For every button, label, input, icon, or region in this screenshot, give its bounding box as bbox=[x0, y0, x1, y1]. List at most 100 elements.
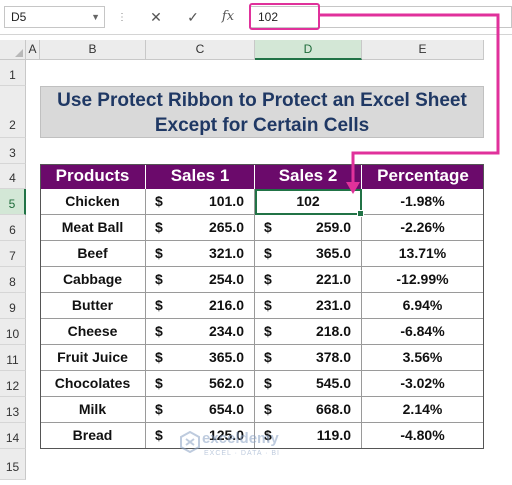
watermark: exceldemy EXCEL · DATA · BI bbox=[178, 428, 338, 468]
row-header-8[interactable]: 8 bbox=[0, 267, 26, 293]
cell-percentage[interactable]: -6.84% bbox=[362, 319, 484, 345]
cell-product[interactable]: Cheese bbox=[40, 319, 146, 345]
currency-symbol: $ bbox=[264, 427, 272, 443]
row-header-9[interactable]: 9 bbox=[0, 293, 26, 319]
row-header-14[interactable]: 14 bbox=[0, 423, 26, 449]
cell-sales1[interactable]: $216.0 bbox=[146, 293, 255, 319]
cell-sales2[interactable]: $259.0 bbox=[255, 215, 362, 241]
header-percentage[interactable]: Percentage bbox=[362, 164, 484, 189]
row-header-5[interactable]: 5 bbox=[0, 189, 26, 215]
chevron-down-icon[interactable]: ▼ bbox=[91, 12, 100, 22]
sales1-value: 254.0 bbox=[208, 271, 244, 287]
cell-sales1[interactable]: $365.0 bbox=[146, 345, 255, 371]
currency-symbol: $ bbox=[155, 427, 163, 443]
currency-symbol: $ bbox=[155, 323, 163, 339]
row-header-3[interactable]: 3 bbox=[0, 138, 26, 164]
row-header-1[interactable]: 1 bbox=[0, 60, 26, 86]
more-options-icon: ⋮ bbox=[117, 12, 127, 23]
insert-function-icon[interactable]: fx bbox=[221, 9, 235, 24]
sales2-value: 545.0 bbox=[315, 375, 351, 391]
cell-percentage[interactable]: -3.02% bbox=[362, 371, 484, 397]
cell-percentage[interactable]: 13.71% bbox=[362, 241, 484, 267]
enter-icon[interactable]: ✓ bbox=[187, 9, 199, 25]
sales2-value: 231.0 bbox=[315, 297, 351, 313]
row-header-11[interactable]: 11 bbox=[0, 345, 26, 371]
select-all-button[interactable] bbox=[0, 40, 26, 60]
row-header-15[interactable]: 15 bbox=[0, 449, 26, 480]
currency-symbol: $ bbox=[264, 245, 272, 261]
currency-symbol: $ bbox=[155, 349, 163, 365]
column-header-e[interactable]: E bbox=[362, 40, 484, 60]
currency-symbol: $ bbox=[155, 271, 163, 287]
sales1-value: 125.0 bbox=[208, 427, 244, 443]
sales1-value: 562.0 bbox=[208, 375, 244, 391]
cell-product[interactable]: Meat Ball bbox=[40, 215, 146, 241]
cell-percentage[interactable]: -4.80% bbox=[362, 423, 484, 449]
cell-sales1[interactable]: $254.0 bbox=[146, 267, 255, 293]
cell-sales2[interactable]: $378.0 bbox=[255, 345, 362, 371]
cell-percentage[interactable]: 6.94% bbox=[362, 293, 484, 319]
sheet-title-line-2: Except for Certain Cells bbox=[154, 115, 370, 136]
sales2-value: 218.0 bbox=[315, 323, 351, 339]
cell-percentage[interactable]: -12.99% bbox=[362, 267, 484, 293]
currency-symbol: $ bbox=[155, 401, 163, 417]
currency-symbol: $ bbox=[264, 297, 272, 313]
row-header-6[interactable]: 6 bbox=[0, 215, 26, 241]
cell-product[interactable]: Bread bbox=[40, 423, 146, 449]
cell-sales2[interactable]: $231.0 bbox=[255, 293, 362, 319]
cell-product[interactable]: Chocolates bbox=[40, 371, 146, 397]
cell-product[interactable]: Butter bbox=[40, 293, 146, 319]
row-header-10[interactable]: 10 bbox=[0, 319, 26, 345]
sales2-value: 668.0 bbox=[315, 401, 351, 417]
sales1-value: 234.0 bbox=[208, 323, 244, 339]
sheet-title[interactable]: Use Protect Ribbon to Protect an Excel S… bbox=[40, 86, 484, 138]
cell-percentage[interactable]: -2.26% bbox=[362, 215, 484, 241]
cell-sales2[interactable]: $218.0 bbox=[255, 319, 362, 345]
currency-symbol: $ bbox=[155, 297, 163, 313]
cell-sales2[interactable]: $668.0 bbox=[255, 397, 362, 423]
watermark-name: exceldemy bbox=[202, 430, 279, 447]
cell-sales1[interactable]: $321.0 bbox=[146, 241, 255, 267]
sales2-value: 221.0 bbox=[315, 271, 351, 287]
cell-percentage[interactable]: 3.56% bbox=[362, 345, 484, 371]
name-box-value: D5 bbox=[11, 10, 27, 24]
cell-sales2[interactable]: $545.0 bbox=[255, 371, 362, 397]
sales1-value: 321.0 bbox=[208, 245, 244, 261]
cell-percentage[interactable]: -1.98% bbox=[362, 189, 484, 215]
watermark-tagline: EXCEL · DATA · BI bbox=[204, 450, 280, 457]
header-products[interactable]: Products bbox=[40, 164, 146, 189]
column-header-d[interactable]: D bbox=[255, 40, 362, 60]
cell-sales2[interactable]: $221.0 bbox=[255, 267, 362, 293]
row-header-13[interactable]: 13 bbox=[0, 397, 26, 423]
cell-product[interactable]: Fruit Juice bbox=[40, 345, 146, 371]
active-cell-indicator[interactable] bbox=[255, 189, 364, 217]
row-header-7[interactable]: 7 bbox=[0, 241, 26, 267]
sales1-value: 216.0 bbox=[208, 297, 244, 313]
column-header-b[interactable]: B bbox=[40, 40, 146, 60]
name-box[interactable]: D5 ▼ bbox=[4, 6, 105, 28]
cell-product[interactable]: Milk bbox=[40, 397, 146, 423]
cell-product[interactable]: Beef bbox=[40, 241, 146, 267]
header-sales-2[interactable]: Sales 2 bbox=[255, 164, 362, 189]
column-header-c[interactable]: C bbox=[146, 40, 255, 60]
header-sales-1[interactable]: Sales 1 bbox=[146, 164, 255, 189]
cell-sales1[interactable]: $562.0 bbox=[146, 371, 255, 397]
cell-product[interactable]: Cabbage bbox=[40, 267, 146, 293]
column-header-a[interactable]: A bbox=[26, 40, 40, 60]
sales2-value: 365.0 bbox=[315, 245, 351, 261]
currency-symbol: $ bbox=[264, 219, 272, 235]
cell-sales1[interactable]: $265.0 bbox=[146, 215, 255, 241]
cancel-icon[interactable]: ✕ bbox=[150, 9, 162, 25]
row-header-12[interactable]: 12 bbox=[0, 371, 26, 397]
cell-product[interactable]: Chicken bbox=[40, 189, 146, 215]
cell-percentage[interactable]: 2.14% bbox=[362, 397, 484, 423]
cell-sales1[interactable]: $101.0 bbox=[146, 189, 255, 215]
cell-sales1[interactable]: $654.0 bbox=[146, 397, 255, 423]
sales2-value: 378.0 bbox=[315, 349, 351, 365]
row-header-4[interactable]: 4 bbox=[0, 164, 26, 189]
cell-sales1[interactable]: $234.0 bbox=[146, 319, 255, 345]
exceldemy-logo-icon bbox=[180, 431, 200, 453]
sales1-value: 654.0 bbox=[208, 401, 244, 417]
cell-sales2[interactable]: $365.0 bbox=[255, 241, 362, 267]
row-header-2[interactable]: 2 bbox=[0, 86, 26, 138]
